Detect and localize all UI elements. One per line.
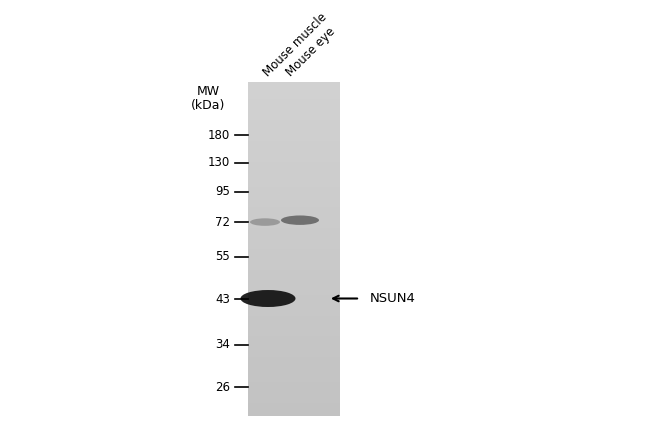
Bar	[248, 145, 340, 150]
Bar	[248, 370, 340, 374]
Bar	[248, 311, 340, 316]
Bar	[248, 403, 340, 407]
Bar	[248, 295, 340, 299]
Bar	[248, 345, 340, 349]
Bar	[248, 182, 340, 187]
Bar	[248, 149, 340, 153]
Bar	[248, 282, 340, 287]
Bar	[248, 107, 340, 112]
Bar	[248, 287, 340, 291]
Bar	[248, 303, 340, 308]
Bar	[248, 212, 340, 216]
Text: 130: 130	[208, 156, 230, 169]
Bar	[248, 187, 340, 191]
Text: 34: 34	[215, 338, 230, 351]
Bar	[248, 349, 340, 354]
Bar	[248, 178, 340, 183]
Bar	[248, 407, 340, 412]
Text: MW: MW	[196, 85, 220, 98]
Bar	[248, 199, 340, 204]
Bar	[248, 162, 340, 166]
Bar	[248, 374, 340, 379]
Bar	[248, 124, 340, 129]
Ellipse shape	[281, 215, 319, 225]
Bar	[248, 382, 340, 387]
Bar	[248, 353, 340, 358]
Bar	[248, 365, 340, 370]
Bar	[248, 340, 340, 345]
Bar	[248, 278, 340, 283]
Bar	[248, 157, 340, 162]
Bar	[248, 237, 340, 241]
Bar	[248, 241, 340, 245]
Bar	[248, 224, 340, 229]
Bar	[248, 315, 340, 320]
Bar	[248, 274, 340, 279]
Bar	[248, 153, 340, 158]
Bar	[248, 307, 340, 312]
Bar	[248, 170, 340, 175]
Bar	[248, 245, 340, 249]
Bar	[248, 220, 340, 224]
Bar	[248, 216, 340, 220]
Text: 180: 180	[208, 129, 230, 142]
Bar	[248, 141, 340, 145]
Bar	[248, 265, 340, 270]
Bar	[248, 203, 340, 208]
Bar	[248, 232, 340, 237]
Bar	[248, 112, 340, 116]
Bar	[248, 207, 340, 212]
Bar	[248, 249, 340, 254]
Ellipse shape	[240, 290, 296, 307]
Bar	[248, 324, 340, 329]
Bar	[248, 257, 340, 262]
Text: 95: 95	[215, 185, 230, 198]
Bar	[248, 399, 340, 404]
Bar	[248, 91, 340, 95]
Bar	[248, 95, 340, 100]
Bar	[248, 336, 340, 341]
Text: Mouse muscle: Mouse muscle	[261, 10, 330, 79]
Bar	[248, 270, 340, 274]
Bar	[248, 332, 340, 337]
Bar	[248, 361, 340, 366]
Bar	[248, 320, 340, 324]
Bar	[248, 86, 340, 91]
Bar	[248, 262, 340, 266]
Text: Mouse eye: Mouse eye	[284, 25, 338, 79]
Bar	[248, 290, 340, 295]
Text: 26: 26	[215, 381, 230, 394]
Bar	[248, 191, 340, 195]
Bar	[248, 137, 340, 141]
Bar	[248, 99, 340, 104]
Bar	[248, 299, 340, 304]
Bar	[248, 391, 340, 395]
Bar	[248, 195, 340, 199]
Bar	[248, 328, 340, 333]
Bar	[248, 411, 340, 416]
Bar	[248, 166, 340, 170]
Bar	[248, 116, 340, 120]
Bar	[248, 378, 340, 383]
Bar	[248, 357, 340, 362]
Bar	[248, 120, 340, 125]
Bar	[248, 82, 340, 87]
Bar	[248, 386, 340, 391]
Bar	[248, 132, 340, 137]
Text: (kDa): (kDa)	[191, 98, 225, 112]
Bar	[248, 228, 340, 233]
Text: 43: 43	[215, 293, 230, 306]
Text: NSUN4: NSUN4	[370, 292, 416, 305]
Bar	[248, 174, 340, 179]
Bar	[248, 103, 340, 108]
Bar	[248, 253, 340, 258]
Text: 55: 55	[215, 251, 230, 263]
Bar	[248, 128, 340, 133]
Text: 72: 72	[215, 215, 230, 229]
Bar	[248, 395, 340, 399]
Ellipse shape	[250, 218, 280, 226]
